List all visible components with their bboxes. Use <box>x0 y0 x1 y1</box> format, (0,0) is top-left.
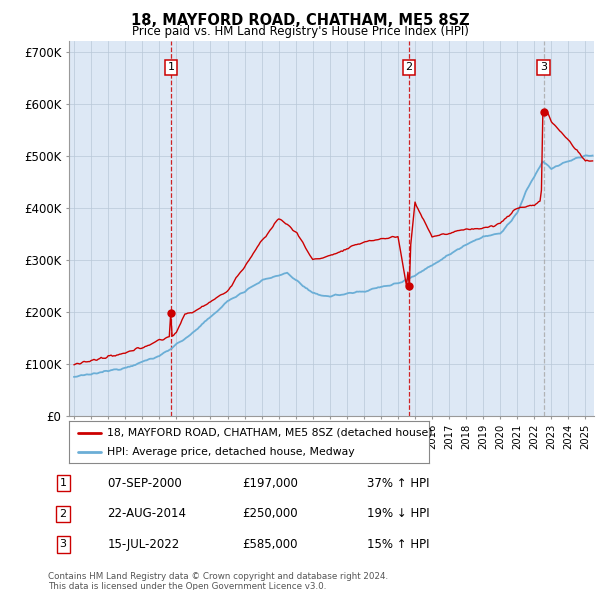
Text: 07-SEP-2000: 07-SEP-2000 <box>107 477 182 490</box>
Text: £585,000: £585,000 <box>242 538 298 551</box>
Text: 22-AUG-2014: 22-AUG-2014 <box>107 507 187 520</box>
Text: 3: 3 <box>59 539 67 549</box>
Text: 37% ↑ HPI: 37% ↑ HPI <box>367 477 429 490</box>
Text: HPI: Average price, detached house, Medway: HPI: Average price, detached house, Medw… <box>107 447 355 457</box>
Text: 2: 2 <box>406 63 412 73</box>
Text: 1: 1 <box>167 63 175 73</box>
Text: 18, MAYFORD ROAD, CHATHAM, ME5 8SZ: 18, MAYFORD ROAD, CHATHAM, ME5 8SZ <box>131 13 469 28</box>
Text: 15-JUL-2022: 15-JUL-2022 <box>107 538 179 551</box>
Text: 18, MAYFORD ROAD, CHATHAM, ME5 8SZ (detached house): 18, MAYFORD ROAD, CHATHAM, ME5 8SZ (deta… <box>107 428 432 438</box>
Text: 15% ↑ HPI: 15% ↑ HPI <box>367 538 429 551</box>
Text: 19% ↓ HPI: 19% ↓ HPI <box>367 507 429 520</box>
Text: This data is licensed under the Open Government Licence v3.0.: This data is licensed under the Open Gov… <box>48 582 326 590</box>
Text: £250,000: £250,000 <box>242 507 298 520</box>
Text: £197,000: £197,000 <box>242 477 298 490</box>
Text: 2: 2 <box>59 509 67 519</box>
Text: Price paid vs. HM Land Registry's House Price Index (HPI): Price paid vs. HM Land Registry's House … <box>131 25 469 38</box>
Text: 3: 3 <box>540 63 547 73</box>
Text: 1: 1 <box>59 478 67 489</box>
Text: Contains HM Land Registry data © Crown copyright and database right 2024.: Contains HM Land Registry data © Crown c… <box>48 572 388 581</box>
